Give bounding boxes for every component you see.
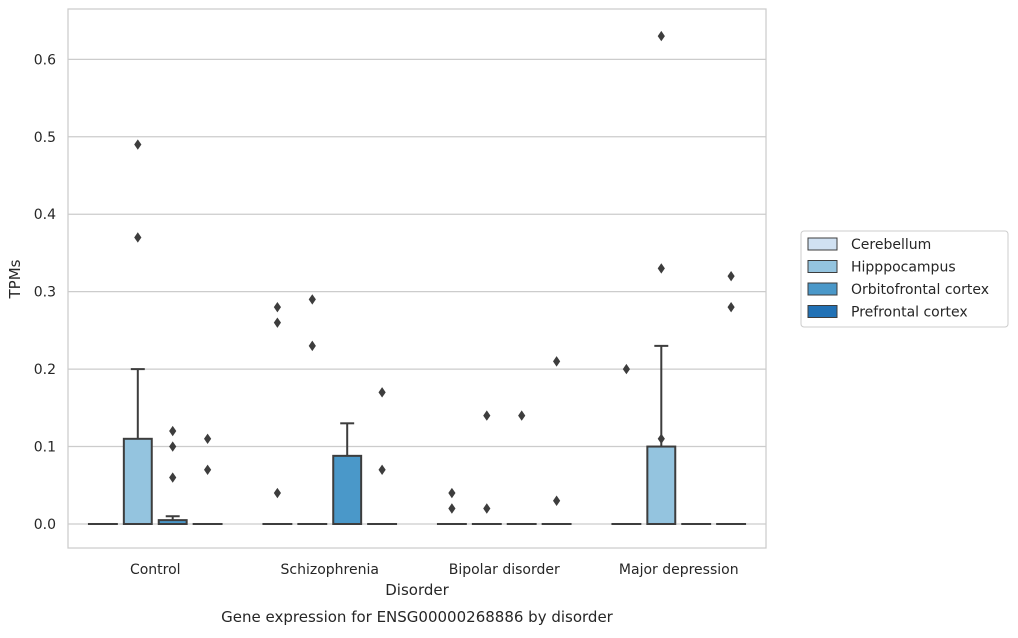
y-tick-label: 0.2 <box>34 362 56 378</box>
y-tick-label: 0.5 <box>34 130 56 146</box>
y-tick-label: 0.3 <box>34 285 56 301</box>
y-tick-labels: 0.0 0.1 0.2 0.3 0.4 0.5 0.6 <box>34 52 56 533</box>
x-tick-label: Schizophrenia <box>281 562 379 578</box>
box <box>124 439 152 524</box>
y-tick-label: 0.6 <box>34 52 56 68</box>
x-tick-label: Major depression <box>619 562 739 578</box>
box <box>333 456 361 524</box>
y-tick-label: 0.0 <box>34 517 56 533</box>
x-tick-label: Control <box>130 562 181 578</box>
legend-swatch <box>808 306 837 318</box>
chart-caption: Gene expression for ENSG00000268886 by d… <box>221 608 614 626</box>
legend-swatch <box>808 261 837 273</box>
y-tick-label: 0.1 <box>34 440 56 456</box>
legend-swatch <box>808 283 837 295</box>
legend-swatch <box>808 238 837 250</box>
x-tick-label: Bipolar disorder <box>449 562 560 578</box>
legend-label: Prefrontal cortex <box>851 305 968 321</box>
legend-label: Orbitofrontal cortex <box>851 282 989 298</box>
x-tick-labels: Control Schizophrenia Bipolar disorder Majo… <box>130 562 739 578</box>
y-axis-label: TPMs <box>6 259 24 299</box>
box <box>647 447 675 524</box>
x-axis-label: Disorder <box>385 581 449 599</box>
legend: Cerebellum Hipppocampus Orbitofrontal cort… <box>801 231 1008 327</box>
legend-label: Cerebellum <box>851 237 931 253</box>
y-tick-label: 0.4 <box>34 207 56 223</box>
legend-label: Hipppocampus <box>851 260 956 276</box>
